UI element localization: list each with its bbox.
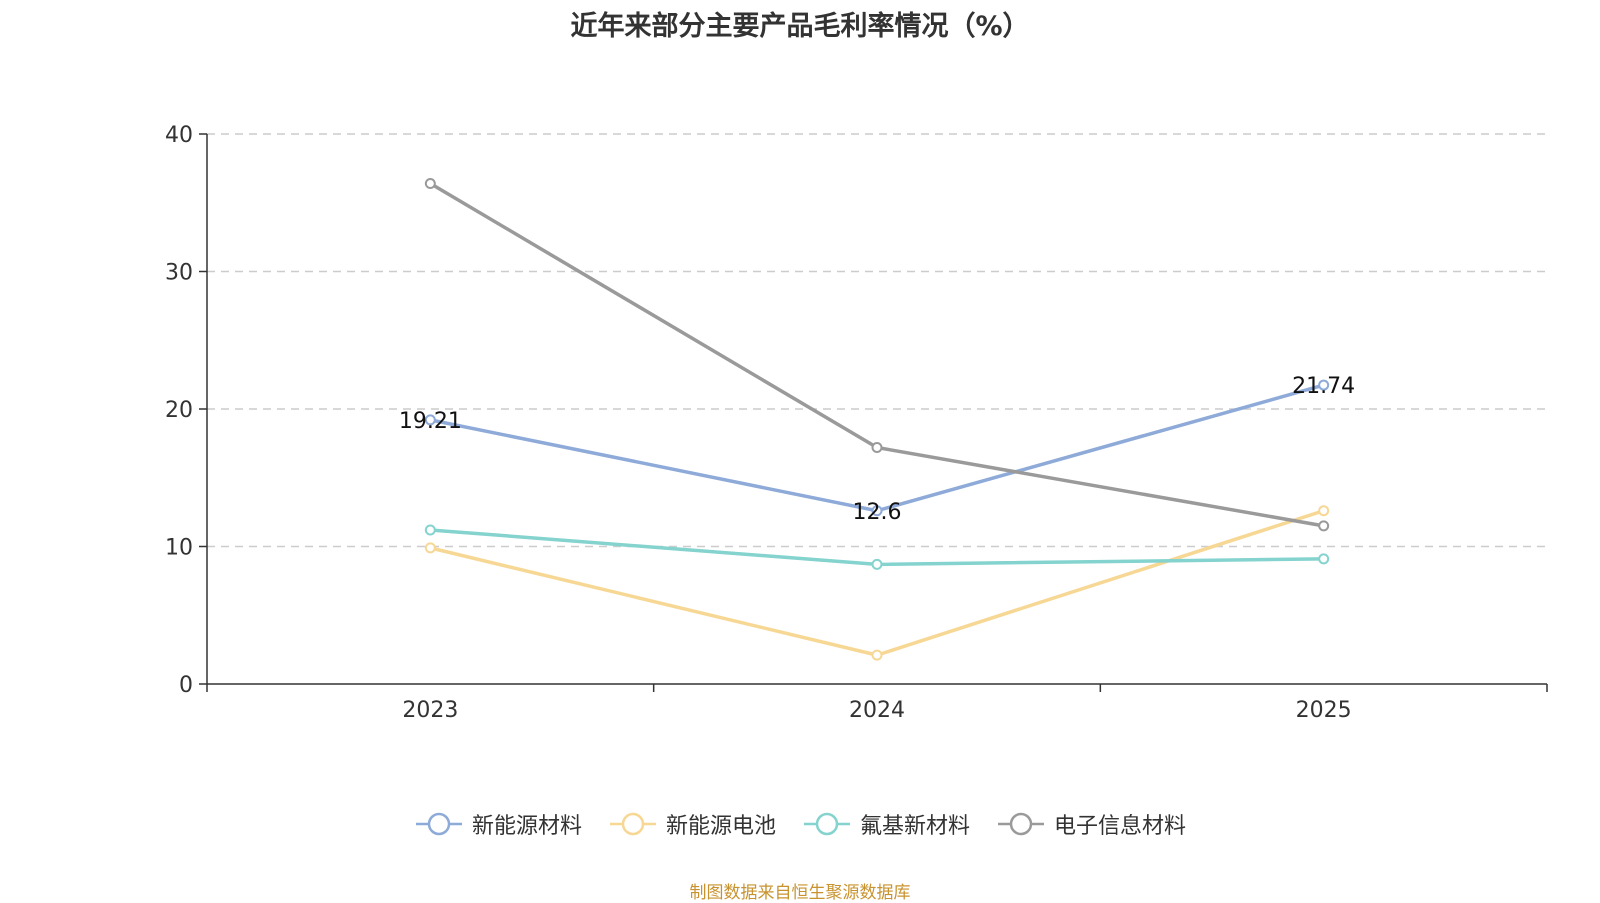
series-line-1: [429, 509, 1325, 657]
data-label-0-1: 12.6: [853, 500, 902, 525]
y-tick-label-30: 30: [165, 261, 193, 286]
y-tick-label-20: 20: [165, 398, 193, 423]
legend-line-circle-icon: [609, 812, 656, 836]
x-tick-label-2024: 2024: [849, 698, 905, 723]
legend-item-3[interactable]: 电子信息材料: [996, 808, 1186, 840]
data-point-1-1: [871, 649, 883, 661]
data-point-0-2: [1318, 379, 1330, 391]
data-point-1-2: [1318, 505, 1330, 517]
data-point-1-0: [424, 542, 436, 554]
data-label-0-2: 21.74: [1292, 374, 1355, 399]
series-line-3: [429, 181, 1324, 528]
data-point-0-1: [871, 505, 883, 517]
data-point-3-2: [1318, 520, 1330, 532]
legend-label: 新能源电池: [665, 814, 776, 839]
x-tick-label-2023: 2023: [402, 698, 458, 723]
data-label-0-0: 19.21: [399, 409, 462, 434]
data-point-3-1: [871, 442, 883, 453]
source-note: 制图数据来自恒生聚源数据库: [689, 883, 911, 903]
y-tick-label-0: 0: [179, 673, 193, 698]
legend-line-circle-icon: [804, 812, 850, 836]
data-point-2-0: [424, 524, 436, 536]
data-point-0-0: [424, 414, 436, 426]
legend-line-circle-icon: [415, 812, 462, 836]
chart-title: 近年来部分主要产品毛利率情况（%）: [570, 11, 1030, 42]
y-tick-label-40: 40: [165, 123, 193, 148]
y-tick-label-10: 10: [165, 536, 193, 561]
x-tick-label-2025: 2025: [1296, 698, 1352, 723]
legend-item-0[interactable]: 新能源材料: [414, 808, 582, 840]
data-point-2-1: [871, 558, 883, 570]
legend-label: 氟基新材料: [860, 814, 971, 839]
legend-line-circle-icon: [998, 812, 1045, 836]
legend-item-1[interactable]: 新能源电池: [608, 808, 776, 840]
data-point-3-0: [424, 178, 436, 189]
chart-legend: 新能源材料 新能源电池 氟基新材料 电子信息材料: [0, 808, 1600, 840]
legend-item-2[interactable]: 氟基新材料: [802, 808, 970, 840]
data-point-2-2: [1318, 553, 1330, 565]
legend-label: 电子信息材料: [1054, 814, 1187, 839]
legend-label: 新能源材料: [471, 814, 582, 839]
